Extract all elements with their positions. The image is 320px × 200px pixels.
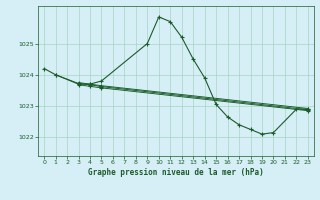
X-axis label: Graphe pression niveau de la mer (hPa): Graphe pression niveau de la mer (hPa)	[88, 168, 264, 177]
